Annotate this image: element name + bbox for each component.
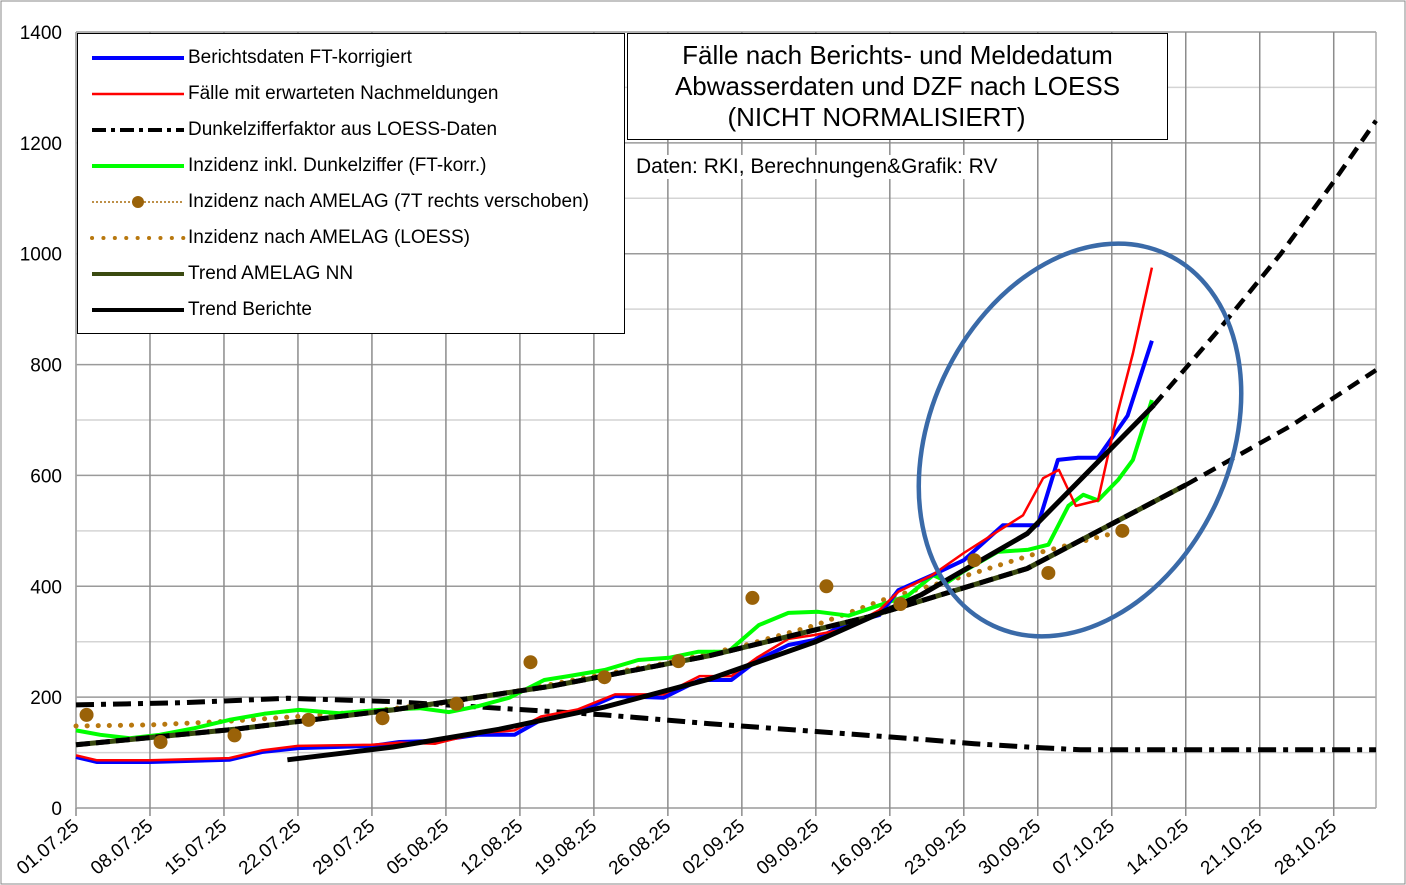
legend-label: Inzidenz nach AMELAG (LOESS) — [188, 227, 470, 248]
data-point-amelag-shifted — [1041, 565, 1056, 580]
legend-swatch-blue-line-icon — [92, 56, 184, 60]
legend-item-amelag-shifted: Inzidenz nach AMELAG (7T rechts verschob… — [78, 184, 589, 220]
data-point-amelag-shifted — [1115, 523, 1130, 538]
legend-label: Berichtsdaten FT-korrigiert — [188, 47, 412, 68]
legend-label: Fälle mit erwarteten Nachmeldungen — [188, 83, 499, 104]
data-point-amelag-shifted — [523, 655, 538, 670]
data-point-amelag-shifted — [745, 590, 760, 605]
data-point-amelag-shifted — [153, 735, 168, 750]
chart-subtitle-line-1: Abwasserdaten und DZF nach LOESS — [674, 71, 1121, 101]
data-point-amelag-shifted — [79, 707, 94, 722]
legend-label: Trend Berichte — [188, 299, 312, 320]
legend: Berichtsdaten FT-korrigiert Fälle mit er… — [77, 33, 625, 334]
legend-label: Inzidenz inkl. Dunkelziffer (FT-korr.) — [188, 155, 487, 176]
chart-credit: Daten: RKI, Berechnungen&Grafik: RV — [636, 155, 998, 179]
legend-item-amelag-loess: Inzidenz nach AMELAG (LOESS) — [78, 220, 470, 256]
chart-title-box: Fälle nach Berichts- und Meldedatum Abwa… — [627, 33, 1168, 140]
legend-swatch-green-line-icon — [92, 164, 184, 168]
y-tick-label: 400 — [30, 577, 62, 598]
y-axis: 0 200 400 600 800 1000 1200 1400 — [20, 23, 62, 820]
y-tick-label: 0 — [51, 799, 62, 820]
legend-item-inzidenz-dunkelziffer: Inzidenz inkl. Dunkelziffer (FT-korr.) — [78, 148, 486, 184]
legend-item-berichtsdaten: Berichtsdaten FT-korrigiert — [78, 40, 412, 76]
data-point-amelag-shifted — [449, 696, 464, 711]
series-line-dunkelzifferfaktor-aus-loess-daten — [75, 695, 1376, 753]
series-line-inzidenz-inkl-dunkelziffer-ft-korr — [75, 399, 1154, 741]
data-point-amelag-shifted — [671, 654, 686, 669]
series-line-trend-berichte — [287, 403, 1156, 763]
y-tick-label: 600 — [30, 466, 62, 487]
legend-item-trend-amelag: Trend AMELAG NN — [78, 256, 353, 292]
legend-swatch-black-line-icon — [92, 308, 184, 312]
y-tick-label: 800 — [30, 356, 62, 377]
grid — [75, 31, 1377, 816]
legend-item-dunkelzifferfaktor: Dunkelzifferfaktor aus LOESS-Daten — [78, 112, 497, 148]
data-point-amelag-shifted — [227, 728, 242, 743]
series-projection-trend-berichte — [1152, 119, 1378, 407]
y-tick-label: 200 — [30, 688, 62, 709]
data-point-amelag-shifted — [967, 553, 982, 568]
highlight-ellipse — [916, 241, 1244, 639]
series-line-trend-amelag-overlay — [75, 482, 1187, 748]
data-point-amelag-shifted — [893, 597, 908, 612]
legend-label: Inzidenz nach AMELAG (7T rechts verschob… — [188, 191, 589, 212]
y-tick-label: 1000 — [20, 245, 62, 266]
series-layer — [73, 119, 1378, 764]
chart-subtitle-line-2: (NICHT NORMALISIERT) — [727, 102, 1026, 132]
y-tick-label: 1400 — [20, 23, 62, 44]
data-point-amelag-shifted — [375, 711, 390, 726]
legend-item-nachmeldungen: Fälle mit erwarteten Nachmeldungen — [78, 76, 499, 112]
legend-swatch-dotted-line-icon — [90, 236, 186, 240]
legend-swatch-red-line-icon — [92, 92, 184, 96]
data-point-amelag-shifted — [301, 712, 316, 727]
chart-title: Fälle nach Berichts- und Meldedatum — [682, 40, 1113, 70]
data-point-amelag-shifted — [819, 579, 834, 594]
legend-swatch-dashdot-line-icon — [92, 128, 184, 132]
legend-swatch-dotted-marker-icon — [92, 196, 184, 208]
legend-label: Trend AMELAG NN — [188, 263, 354, 284]
data-point-amelag-shifted — [597, 670, 612, 685]
legend-item-trend-berichte: Trend Berichte — [78, 292, 312, 328]
legend-swatch-olive-line-icon — [92, 272, 184, 276]
legend-label: Dunkelzifferfaktor aus LOESS-Daten — [188, 119, 498, 140]
y-tick-label: 1200 — [20, 134, 62, 155]
